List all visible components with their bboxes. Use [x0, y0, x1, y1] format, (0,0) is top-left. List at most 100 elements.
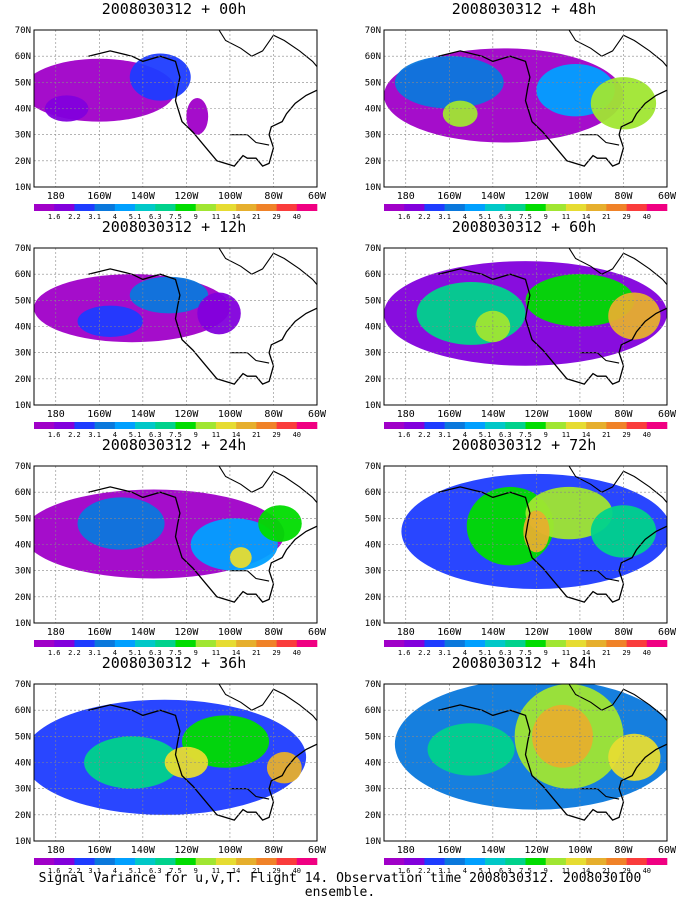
colorbar-label: 1.6: [398, 213, 411, 221]
colorbar-label: 9: [544, 213, 548, 221]
variance-blob: [427, 723, 515, 776]
colorbar-label: 6.3: [499, 649, 512, 657]
lat-label: 60N: [365, 706, 381, 716]
colorbar-label: 29: [622, 431, 630, 439]
lat-label: 50N: [15, 732, 31, 742]
colorbar-label: 21: [252, 649, 260, 657]
colorbar-swatch: [135, 858, 156, 865]
lon-label: 180: [47, 409, 65, 420]
colorbar-swatch: [646, 204, 668, 211]
colorbar-label: 1.6: [48, 649, 61, 657]
colorbar-label: 3.1: [438, 431, 451, 439]
colorbar-swatch: [114, 858, 136, 865]
lat-label: 40N: [15, 759, 31, 769]
colorbar-swatch: [626, 858, 648, 865]
map-panel: 2008030312 + 00h 70N 60N 50N 40N 30N 20N 10N 180…: [0, 0, 340, 222]
lon-label: 160W: [87, 191, 112, 202]
colorbar-swatch: [444, 422, 466, 429]
variance-blob: [129, 53, 191, 101]
colorbar-swatch: [276, 858, 298, 865]
lat-label: 30N: [365, 567, 381, 577]
lon-label: 180: [47, 191, 65, 202]
lon-label: 180: [47, 627, 65, 638]
colorbar-label: 7.5: [519, 213, 532, 221]
colorbar-swatch: [94, 640, 116, 647]
colorbar-label: 9: [194, 213, 198, 221]
colorbar-swatch: [485, 858, 506, 865]
colorbar-label: 21: [602, 213, 610, 221]
colorbar-swatch: [236, 858, 257, 865]
colorbar-swatch: [424, 640, 445, 647]
colorbar-label: 6.3: [149, 867, 162, 875]
colorbar-swatch: [525, 640, 547, 647]
colorbar-label: 40: [643, 649, 651, 657]
colorbar-label: 6.3: [149, 431, 162, 439]
colorbar-swatch: [545, 204, 567, 211]
lon-label: 120W: [524, 409, 549, 420]
colorbar-swatch: [54, 204, 75, 211]
colorbar-swatch: [505, 204, 526, 211]
colorbar-swatch: [384, 204, 405, 211]
colorbar-label: 1.6: [48, 213, 61, 221]
variance-blob: [608, 733, 661, 781]
colorbar-label: 4: [463, 213, 467, 221]
lon-label: 80W: [264, 627, 283, 638]
colorbar-label: 14: [582, 867, 590, 875]
colorbar-label: 2.2: [68, 213, 81, 221]
colorbar-label: 14: [582, 649, 590, 657]
colorbar-label: 29: [272, 867, 280, 875]
colorbar-swatch: [525, 422, 547, 429]
lon-label: 180: [397, 627, 415, 638]
lon-label: 160W: [437, 845, 462, 856]
colorbar-label: 4: [113, 649, 117, 657]
colorbar-label: 40: [643, 213, 651, 221]
colorbar-swatch: [296, 858, 318, 865]
colorbar-swatch: [384, 640, 405, 647]
lon-label: 160W: [437, 409, 462, 420]
colorbar-swatch: [236, 640, 257, 647]
colorbar-label: 11: [562, 431, 570, 439]
lon-label: 80W: [614, 191, 633, 202]
lon-label: 140W: [131, 191, 156, 202]
colorbar-swatch: [444, 640, 466, 647]
lon-label: 100W: [568, 409, 593, 420]
colorbar-swatch: [135, 640, 156, 647]
colorbar-label: 5.1: [479, 431, 492, 439]
lon-label: 100W: [218, 191, 243, 202]
colorbar-label: 6.3: [499, 213, 512, 221]
colorbar-swatch: [464, 640, 486, 647]
lat-label: 70N: [15, 244, 31, 254]
colorbar-label: 6.3: [149, 649, 162, 657]
variance-map: 70N 60N 50N 40N 30N 20N 10N 180 160W 140W 120W 100W…: [15, 462, 327, 657]
colorbar-label: 7.5: [169, 431, 182, 439]
colorbar-swatch: [175, 204, 197, 211]
map-frame: [33, 465, 318, 624]
figure-caption: Signal Variance for u,v,T. Flight 14. Ob…: [38, 871, 642, 900]
colorbar-swatch: [74, 204, 95, 211]
colorbar-label: 9: [544, 867, 548, 875]
colorbar-swatch: [626, 422, 648, 429]
colorbar-label: 7.5: [519, 867, 532, 875]
lat-label: 10N: [365, 619, 381, 629]
colorbar-label: 3.1: [438, 649, 451, 657]
colorbar-label: 1.6: [48, 867, 61, 875]
colorbar-label: 2.2: [418, 213, 431, 221]
colorbar-label: 14: [232, 867, 240, 875]
colorbar-label: 11: [212, 213, 220, 221]
colorbar-label: 9: [194, 649, 198, 657]
coastline: [88, 268, 317, 385]
colorbar-swatch: [54, 858, 75, 865]
colorbar-swatch: [586, 422, 607, 429]
lat-label: 10N: [15, 401, 31, 411]
lat-label: 40N: [15, 323, 31, 333]
lon-label: 180: [397, 409, 415, 420]
colorbar-swatch: [74, 858, 95, 865]
lon-label: 120W: [174, 409, 199, 420]
colorbar-label: 2.2: [418, 649, 431, 657]
colorbar-swatch: [34, 640, 55, 647]
colorbar-label: 11: [562, 867, 570, 875]
colorbar-label: 11: [562, 213, 570, 221]
colorbar-swatch: [94, 204, 116, 211]
colorbar-label: 3.1: [88, 431, 101, 439]
colorbar-swatch: [195, 422, 217, 429]
